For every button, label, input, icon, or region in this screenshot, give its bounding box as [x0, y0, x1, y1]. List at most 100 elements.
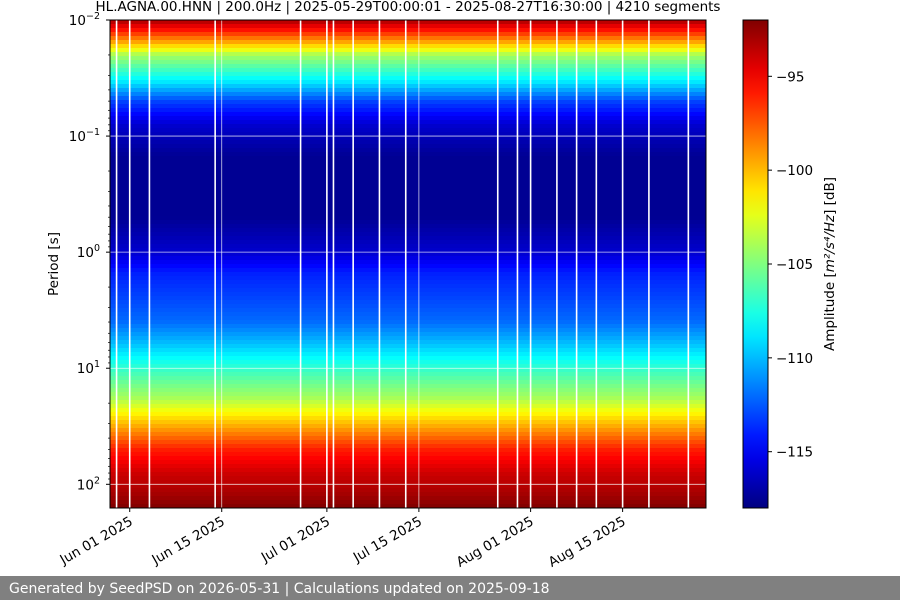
- heatmap-band: [110, 132, 706, 137]
- heatmap-band: [110, 92, 706, 97]
- heatmap-band: [110, 24, 706, 29]
- y-tick-label: 100: [77, 243, 100, 261]
- colorbar-tick-label: −115: [776, 445, 813, 461]
- heatmap-band: [110, 296, 706, 301]
- heatmap-band: [110, 280, 706, 285]
- heatmap-band: [110, 452, 706, 457]
- heatmap-band: [110, 496, 706, 501]
- colorbar: −95 −100 −105 −110 −115 Amplitude [m²/s⁴/Hz]…: [742, 19, 838, 509]
- heatmap-band: [110, 292, 706, 297]
- heatmap-band: [110, 372, 706, 377]
- heatmap-band: [110, 148, 706, 153]
- heatmap-band: [110, 392, 706, 397]
- heatmap-band: [110, 368, 706, 373]
- x-tick-label: Jun 15 2025: [149, 514, 228, 569]
- heatmap-band: [110, 52, 706, 57]
- heatmap-band: [110, 468, 706, 473]
- heatmap-band: [110, 212, 706, 217]
- x-axis: Jun 01 2025 Jun 15 2025 Jul 01 2025 Jul 15 …: [57, 508, 629, 571]
- colorbar-label-suffix: ] [dB]: [822, 177, 838, 215]
- heatmap-band: [110, 224, 706, 229]
- heatmap-band: [110, 412, 706, 417]
- heatmap-band: [110, 416, 706, 421]
- heatmap-band: [110, 128, 706, 133]
- heatmap-band: [110, 464, 706, 469]
- heatmap-band: [110, 284, 706, 289]
- colorbar-ticks: −95 −100 −105 −110 −115: [768, 69, 813, 461]
- heatmap-band: [110, 448, 706, 453]
- heatmap-band: [110, 28, 706, 33]
- y-tick-label: 10−1: [69, 127, 100, 145]
- colorbar-tick-label: −95: [776, 69, 805, 85]
- heatmap-band: [110, 208, 706, 213]
- heatmap-band: [110, 192, 706, 197]
- heatmap-band: [110, 408, 706, 413]
- heatmap-band: [110, 272, 706, 277]
- heatmap-band: [110, 384, 706, 389]
- heatmap-band: [110, 308, 706, 313]
- heatmap-band: [110, 156, 706, 161]
- heatmap-band: [110, 460, 706, 465]
- heatmap-band: [110, 440, 706, 445]
- heatmap-band: [110, 164, 706, 169]
- heatmap-band: [110, 100, 706, 105]
- heatmap-band: [110, 220, 706, 225]
- heatmap-band: [110, 252, 706, 257]
- psd-spectrogram-figure: HL.AGNA.00.HNN | 200.0Hz | 2025-05-29T00…: [46, 0, 838, 571]
- heatmap-band: [110, 332, 706, 337]
- heatmap-band: [110, 136, 706, 141]
- heatmap-band: [110, 112, 706, 117]
- x-tick-label: Jul 15 2025: [350, 514, 425, 567]
- heatmap-band: [110, 328, 706, 333]
- heatmap-band: [110, 204, 706, 209]
- heatmap-band: [110, 356, 706, 361]
- y-axis: 10−2 10−1 100 101 102: [69, 11, 110, 493]
- heatmap-band: [110, 260, 706, 265]
- heatmap-band: [110, 360, 706, 365]
- heatmap-band: [110, 504, 706, 508]
- heatmap-band: [110, 500, 706, 505]
- heatmap-band: [110, 396, 706, 401]
- heatmap-band: [110, 344, 706, 349]
- heatmap-band: [110, 120, 706, 125]
- heatmap-band: [110, 168, 706, 173]
- heatmap-band: [110, 300, 706, 305]
- heatmap-band: [110, 340, 706, 345]
- colorbar-label: Amplitude [m²/s⁴/Hz] [dB]: [822, 177, 838, 351]
- heatmap-band: [110, 64, 706, 69]
- y-tick-label: 102: [77, 475, 100, 493]
- x-tick-label: Aug 15 2025: [546, 514, 629, 571]
- heatmap-band: [110, 88, 706, 93]
- heatmap-band: [110, 80, 706, 85]
- heatmap-band: [110, 304, 706, 309]
- colorbar-tick-label: −105: [776, 257, 813, 273]
- heatmap-band: [110, 312, 706, 317]
- heatmap-band: [110, 324, 706, 329]
- y-tick-label: 10−2: [69, 11, 100, 29]
- heatmap-band: [110, 176, 706, 181]
- heatmap-band: [110, 240, 706, 245]
- heatmap-band: [110, 276, 706, 281]
- x-tick-label: Jun 01 2025: [57, 514, 136, 569]
- heatmap-band: [110, 172, 706, 177]
- heatmap-band: [110, 56, 706, 61]
- heatmap-band: [110, 484, 706, 489]
- heatmap-band: [110, 20, 706, 25]
- heatmap-band: [110, 268, 706, 273]
- heatmap-band: [110, 228, 706, 233]
- heatmap-band: [110, 124, 706, 129]
- heatmap-band: [110, 476, 706, 481]
- heatmap-band: [110, 376, 706, 381]
- heatmap-band: [110, 104, 706, 109]
- colorbar-label-prefix: Amplitude [: [822, 272, 838, 351]
- heatmap-band: [110, 152, 706, 157]
- heatmap-band: [110, 420, 706, 425]
- x-tick-label: Jul 01 2025: [258, 514, 333, 567]
- heatmap-band: [110, 364, 706, 369]
- heatmap-band: [110, 32, 706, 37]
- heatmap-band: [110, 196, 706, 201]
- y-tick-label: 101: [77, 359, 100, 377]
- chart-title: HL.AGNA.00.HNN | 200.0Hz | 2025-05-29T00…: [96, 0, 721, 15]
- heatmap-band: [110, 160, 706, 165]
- colorbar-bar: [742, 19, 769, 509]
